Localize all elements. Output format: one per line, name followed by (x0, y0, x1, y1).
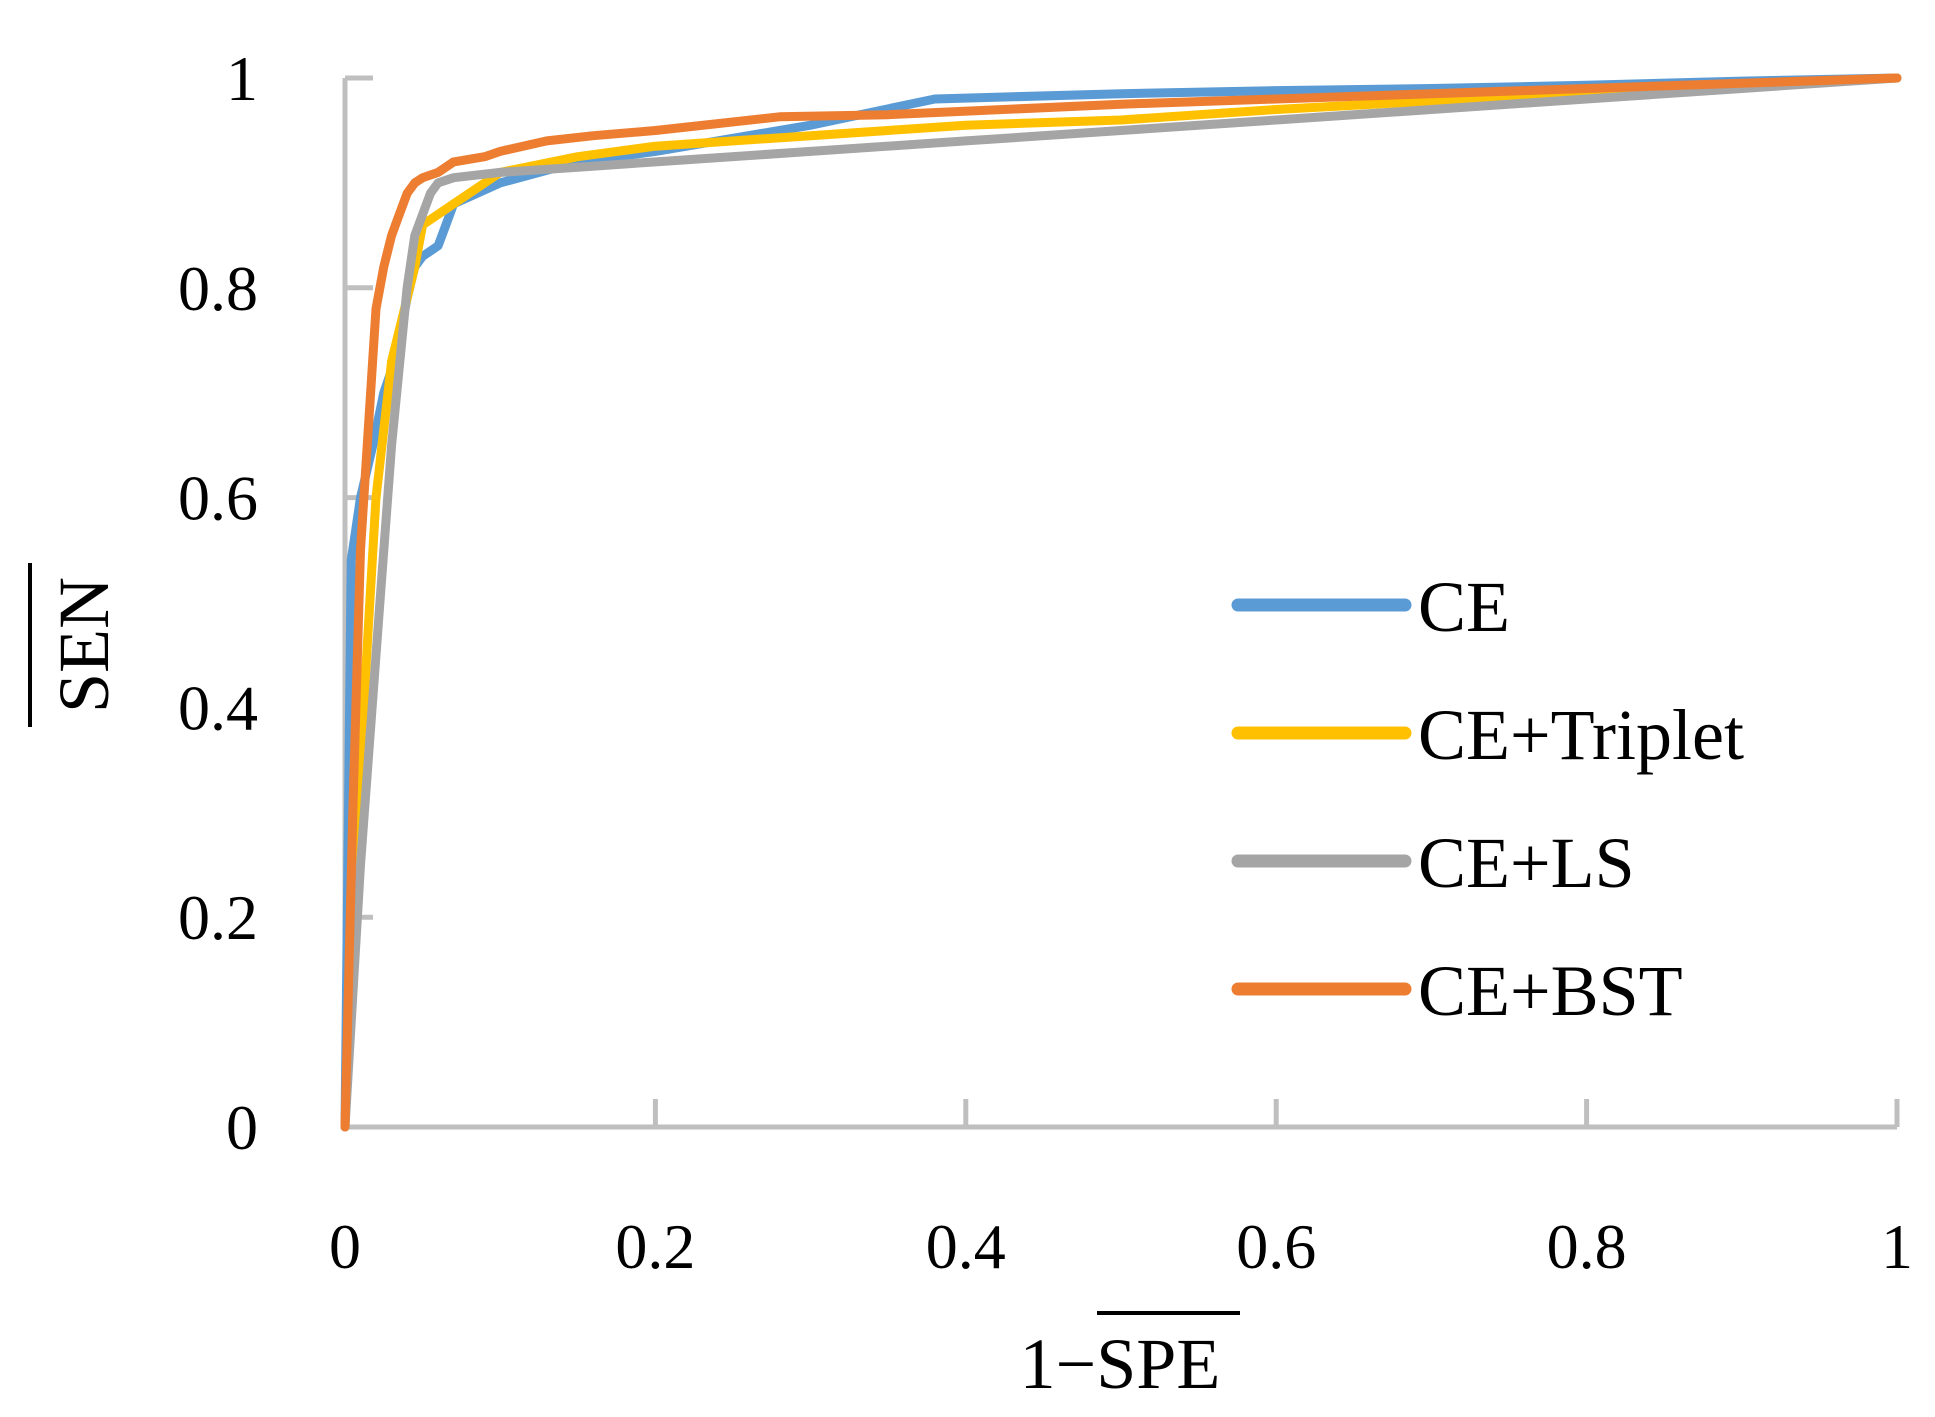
y-axis-title-group: SEN (28, 563, 124, 727)
x-axis-title-group: 1−SPE (1020, 1311, 1240, 1404)
x-tick-label: 0.8 (1547, 1211, 1627, 1282)
legend-label-ce-bst: CE+BST (1418, 951, 1683, 1031)
legend-label-ce-ls: CE+LS (1418, 823, 1635, 903)
legend-label-ce-triplet: CE+Triplet (1418, 695, 1744, 775)
x-tick-label: 0.6 (1236, 1211, 1316, 1282)
series-lines (340, 73, 1902, 1132)
x-axis-title: 1−SPE (1020, 1324, 1221, 1404)
x-tick-label: 1 (1881, 1211, 1913, 1282)
x-tick-label: 0.4 (926, 1211, 1006, 1282)
x-tick-labels: 0 0.2 0.4 0.6 0.8 1 (329, 1211, 1913, 1282)
x-tick-label: 0.2 (615, 1211, 695, 1282)
series-line-ce-ls (340, 73, 1902, 1132)
legend: CE CE+Triplet CE+LS CE+BST (1231, 567, 1744, 1031)
y-tick-label: 0 (226, 1092, 258, 1163)
legend-label-ce: CE (1418, 567, 1510, 647)
y-axis-title: SEN (44, 577, 124, 713)
x-tick-label: 0 (329, 1211, 361, 1282)
y-tick-label: 0.6 (178, 463, 258, 534)
y-tick-label: 0.8 (178, 253, 258, 324)
y-tick-label: 0.2 (178, 882, 258, 953)
series-line-ce-bst (340, 73, 1902, 1132)
y-tick-label: 1 (226, 43, 258, 114)
y-tick-labels: 0 0.2 0.4 0.6 0.8 1 (178, 43, 258, 1163)
y-tick-label: 0.4 (178, 672, 258, 743)
